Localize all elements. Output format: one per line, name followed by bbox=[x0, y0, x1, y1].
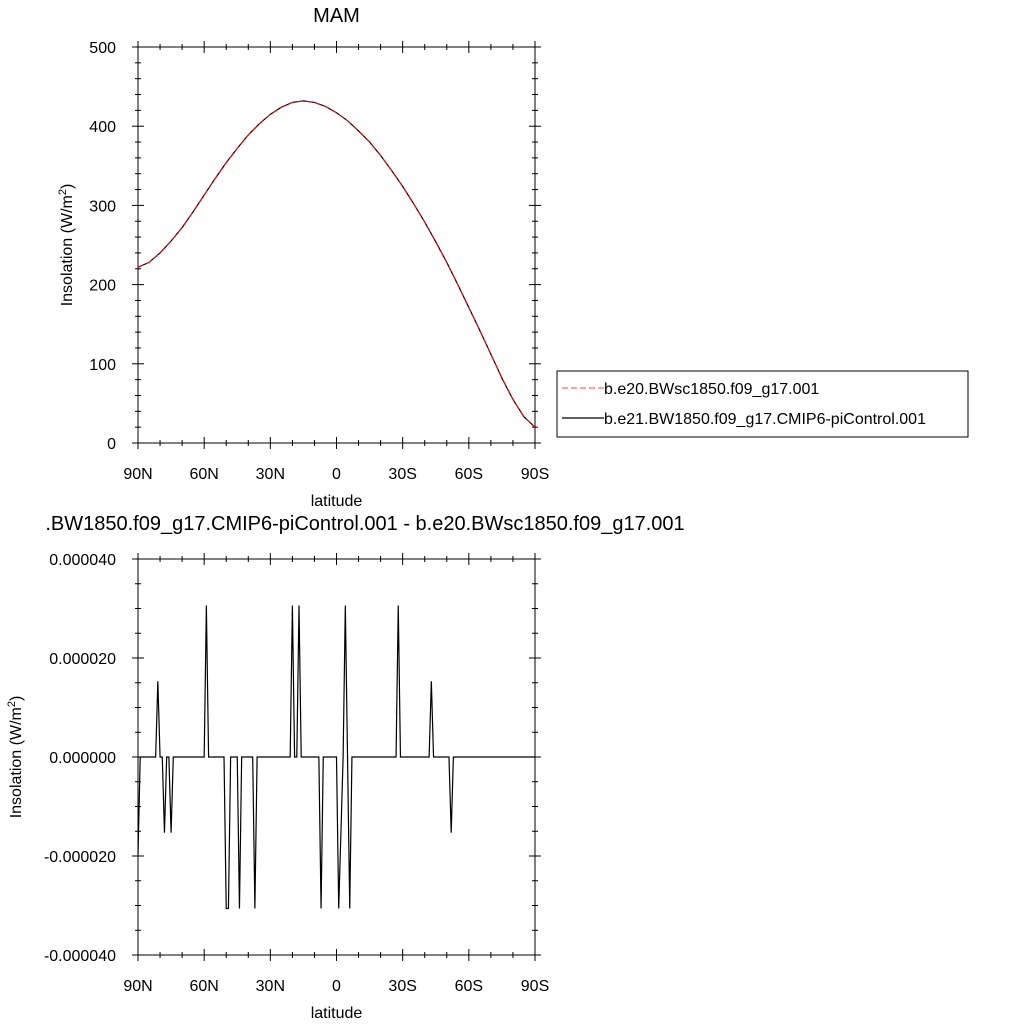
y-axis-label-main: Insolation (W/m bbox=[59, 195, 76, 306]
y-axis-label-main: Insolation (W/m bbox=[8, 707, 25, 818]
y-axis-label-end: ) bbox=[59, 184, 76, 189]
chart-title: .BW1850.f09_g17.CMIP6-piControl.001 - b.… bbox=[45, 513, 684, 535]
legend-label-0: b.e20.BWsc1850.f09_g17.001 bbox=[604, 381, 819, 398]
series-line-0 bbox=[138, 605, 535, 910]
legend: b.e20.BWsc1850.f09_g17.001 b.e21.BW1850.f… bbox=[556, 370, 969, 438]
y-tick-label: 0.000020 bbox=[49, 651, 116, 668]
x-tick-label: 30N bbox=[256, 466, 285, 483]
y-axis-label: Insolation (W/m2) bbox=[57, 184, 76, 307]
y-tick-label: 200 bbox=[89, 278, 116, 295]
x-tick-label: 60N bbox=[189, 978, 218, 995]
plot-frame bbox=[137, 46, 536, 444]
y-tick-label: 100 bbox=[89, 357, 116, 374]
y-tick-label: 0 bbox=[107, 436, 116, 453]
y-tick-label: 500 bbox=[89, 40, 116, 57]
x-tick-label: 0 bbox=[332, 466, 341, 483]
legend-box bbox=[556, 370, 969, 438]
chart-title: MAM bbox=[313, 5, 360, 27]
x-tick-label: 60S bbox=[455, 466, 483, 483]
x-tick-label: 60S bbox=[455, 978, 483, 995]
x-tick-label: 60N bbox=[189, 466, 218, 483]
panel-top: MAM 90N 60N 30N 0 30S 60S 90S 0 100 200 300 400 500 la… bbox=[57, 5, 549, 510]
panel-bottom: .BW1850.f09_g17.CMIP6-piControl.001 - b.… bbox=[6, 513, 685, 1022]
y-axis-label-end: ) bbox=[8, 696, 25, 701]
y-tick-label: 0.000040 bbox=[49, 552, 116, 569]
x-tick-label: 30S bbox=[388, 978, 416, 995]
y-axis-label-sup: 2 bbox=[6, 701, 18, 707]
y-tick-label: -0.000040 bbox=[44, 948, 116, 965]
x-axis-label: latitude bbox=[311, 493, 363, 510]
x-tick-label: 0 bbox=[332, 978, 341, 995]
y-tick-label: 400 bbox=[89, 119, 116, 136]
series-line-1 bbox=[138, 100, 535, 428]
y-axis-label-sup: 2 bbox=[57, 189, 69, 195]
x-tick-label: 90N bbox=[123, 466, 152, 483]
legend-label-1: b.e21.BW1850.f09_g17.CMIP6-piControl.001 bbox=[604, 411, 926, 428]
y-tick-label: 0.000000 bbox=[49, 750, 116, 767]
x-axis-label: latitude bbox=[311, 1005, 363, 1022]
y-axis-label: Insolation (W/m2) bbox=[6, 696, 25, 819]
x-tick-label: 30S bbox=[388, 466, 416, 483]
series-line-0 bbox=[138, 100, 535, 428]
x-tick-label: 90N bbox=[123, 978, 152, 995]
x-tick-label: 90S bbox=[521, 466, 549, 483]
x-tick-label: 90S bbox=[521, 978, 549, 995]
x-tick-label: 30N bbox=[256, 978, 285, 995]
y-tick-label: 300 bbox=[89, 198, 116, 215]
y-tick-label: -0.000020 bbox=[44, 849, 116, 866]
